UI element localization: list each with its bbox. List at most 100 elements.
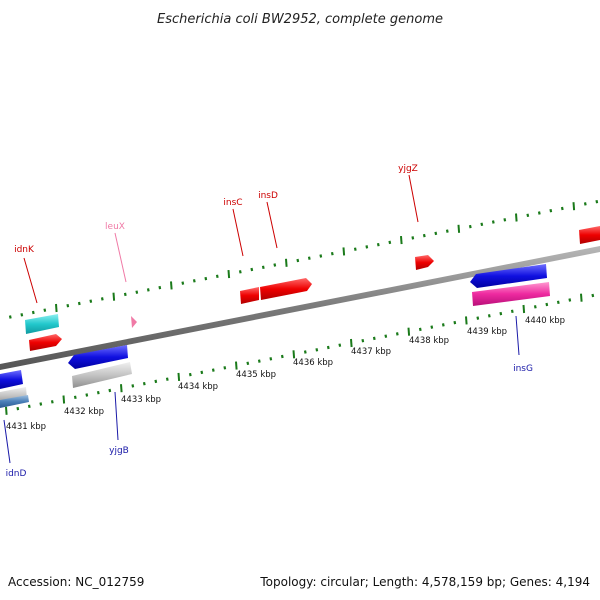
gene-arrow-red[interactable] [29,334,62,351]
gene-labels: idnK leuX insC insD yjgZ insG yjgB idnD [6,164,533,479]
gene-features [0,226,600,408]
gene-arrow-red[interactable] [579,226,600,244]
minor-tick [330,251,334,256]
gene-arrow-blue[interactable] [0,370,23,389]
minor-tick [8,315,12,319]
minor-tick [85,393,89,397]
gene-arrow-red[interactable] [240,287,259,304]
minor-tick [66,303,70,308]
gene-label-yjgB[interactable]: yjgB [109,446,129,456]
minor-tick [395,332,399,336]
minor-tick [89,299,93,303]
gene-label-idnD[interactable]: idnD [6,469,27,479]
major-tick [407,327,411,336]
gene-arrow-red[interactable] [415,255,434,270]
scale-tick-label: 4434 kbp [178,382,218,392]
minor-tick [135,290,139,294]
minor-tick [315,348,319,352]
minor-tick [261,265,265,270]
minor-tick [595,199,599,204]
leader-insC [232,208,244,257]
minor-tick [422,233,426,238]
gene-label-leuX[interactable]: leuX [105,222,125,232]
major-tick [572,202,576,211]
minor-tick [434,231,438,236]
minor-tick [165,377,169,381]
lower-tick-track [5,293,595,415]
gene-arrow-blue[interactable] [470,264,547,288]
gene-label-idnK[interactable]: idnK [14,245,35,255]
minor-tick [146,288,150,292]
minor-tick [365,245,369,249]
minor-tick [468,224,472,229]
major-tick [342,247,346,256]
major-tick [285,258,288,267]
minor-tick [238,270,242,274]
gene-box-steel[interactable] [0,395,29,408]
minor-tick [556,300,560,305]
minor-tick [108,388,112,393]
gene-arrow-red[interactable] [260,278,312,300]
gene-arrow-pink[interactable] [131,316,137,328]
minor-tick [499,311,503,316]
scale-tick-label: 4432 kbp [64,407,104,417]
major-tick [112,292,116,301]
minor-tick [491,220,495,224]
minor-tick [533,305,537,309]
gene-box-grey[interactable] [72,362,132,388]
minor-tick [39,402,43,406]
gene-box-cyan[interactable] [25,314,59,334]
minor-tick [223,366,227,370]
minor-tick [296,258,300,263]
minor-tick [123,292,127,297]
map-title: Escherichia coli BW2952, complete genome [157,12,443,27]
minor-tick [50,400,54,404]
gene-arrow-blue[interactable] [68,345,128,369]
minor-tick [31,310,35,315]
minor-tick [376,242,380,247]
scale-tick-label: 4435 kbp [236,370,276,380]
leader-yjgB [114,391,119,441]
major-tick [227,270,231,279]
leader-leuX [114,232,127,283]
minor-tick [27,404,31,409]
minor-tick [353,247,357,251]
minor-tick [583,202,587,206]
gene-label-yjgZ[interactable]: yjgZ [398,164,418,174]
gene-label-insG[interactable]: insG [513,364,533,374]
minor-tick [418,327,422,332]
major-tick [350,338,353,348]
minor-tick [319,254,323,258]
major-tick [515,213,518,222]
minor-tick [257,359,261,363]
minor-tick [250,267,254,272]
label-leaders [3,174,520,464]
minor-tick [487,314,491,318]
minor-tick [307,256,311,260]
scale-tick-label: 4433 kbp [121,395,161,405]
minor-tick [188,372,192,377]
genome-backbone [0,246,600,370]
minor-tick [77,301,81,306]
minor-tick [204,276,208,281]
major-tick [465,316,468,325]
minor-tick [273,263,277,267]
minor-tick [503,218,507,222]
minor-tick [211,368,215,372]
leader-yjgZ [408,174,419,223]
minor-tick [246,361,250,366]
minor-tick [192,279,196,283]
gene-box-magenta[interactable] [472,282,550,306]
minor-tick [537,211,541,215]
minor-tick [453,320,457,325]
minor-tick [384,334,388,338]
minor-tick [181,281,185,285]
genome-stats-text: Topology: circular; Length: 4,578,159 bp… [259,575,590,589]
gene-label-insD[interactable]: insD [258,191,278,201]
gene-label-insC[interactable]: insC [223,198,242,208]
major-tick [177,372,181,381]
major-tick [235,361,238,370]
minor-tick [568,298,572,302]
major-tick [522,304,526,314]
minor-tick [338,343,342,347]
